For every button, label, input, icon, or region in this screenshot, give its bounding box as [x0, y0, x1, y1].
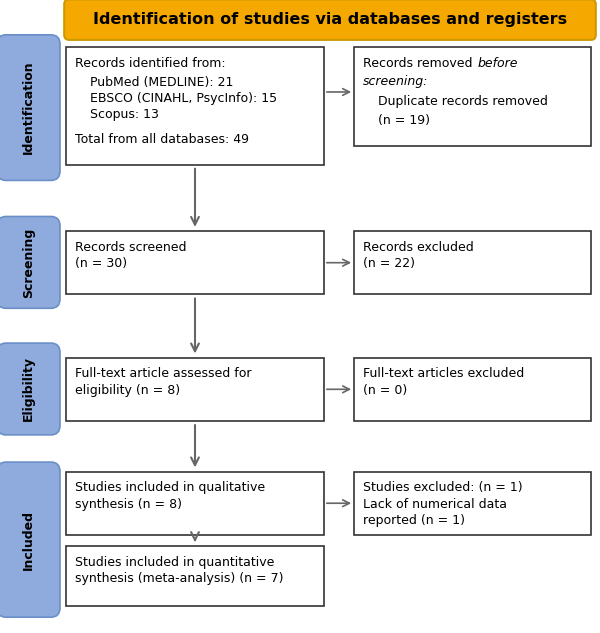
Text: (n = 19): (n = 19): [378, 114, 430, 127]
Text: Full-text article assessed for
eligibility (n = 8): Full-text article assessed for eligibili…: [75, 367, 251, 397]
Bar: [354, 47, 591, 146]
Text: PubMed (MEDLINE): 21: PubMed (MEDLINE): 21: [90, 76, 233, 89]
Bar: [354, 231, 591, 294]
Text: Records removed: Records removed: [363, 57, 476, 70]
FancyBboxPatch shape: [0, 35, 60, 180]
Text: Records excluded
(n = 22): Records excluded (n = 22): [363, 241, 474, 270]
FancyBboxPatch shape: [64, 0, 596, 40]
Text: Identification of studies via databases and registers: Identification of studies via databases …: [93, 12, 567, 27]
Bar: [66, 358, 324, 421]
Text: Included: Included: [22, 510, 35, 570]
Text: screening:: screening:: [363, 75, 428, 88]
Text: EBSCO (CINAHL, PsycInfo): 15: EBSCO (CINAHL, PsycInfo): 15: [90, 92, 277, 105]
FancyBboxPatch shape: [0, 216, 60, 308]
Bar: [66, 231, 324, 294]
Bar: [354, 472, 591, 535]
FancyBboxPatch shape: [0, 343, 60, 435]
Text: Total from all databases: 49: Total from all databases: 49: [75, 133, 249, 146]
Text: Records identified from:: Records identified from:: [75, 57, 226, 70]
Text: Studies excluded: (n = 1)
Lack of numerical data
reported (n = 1): Studies excluded: (n = 1) Lack of numeri…: [363, 481, 523, 527]
Text: Eligibility: Eligibility: [22, 356, 35, 422]
Text: before: before: [478, 57, 518, 70]
Text: Screening: Screening: [22, 227, 35, 298]
Text: Records screened
(n = 30): Records screened (n = 30): [75, 241, 187, 270]
Text: Studies included in quantitative
synthesis (meta-analysis) (n = 7): Studies included in quantitative synthes…: [75, 556, 284, 586]
Text: Identification: Identification: [22, 61, 35, 154]
Bar: [66, 472, 324, 535]
Text: Duplicate records removed: Duplicate records removed: [378, 95, 548, 108]
Text: Scopus: 13: Scopus: 13: [90, 108, 159, 121]
Bar: [354, 358, 591, 421]
FancyBboxPatch shape: [0, 462, 60, 617]
Bar: [66, 546, 324, 606]
Text: Full-text articles excluded
(n = 0): Full-text articles excluded (n = 0): [363, 367, 524, 397]
Bar: [66, 47, 324, 165]
Text: Studies included in qualitative
synthesis (n = 8): Studies included in qualitative synthesi…: [75, 481, 265, 511]
